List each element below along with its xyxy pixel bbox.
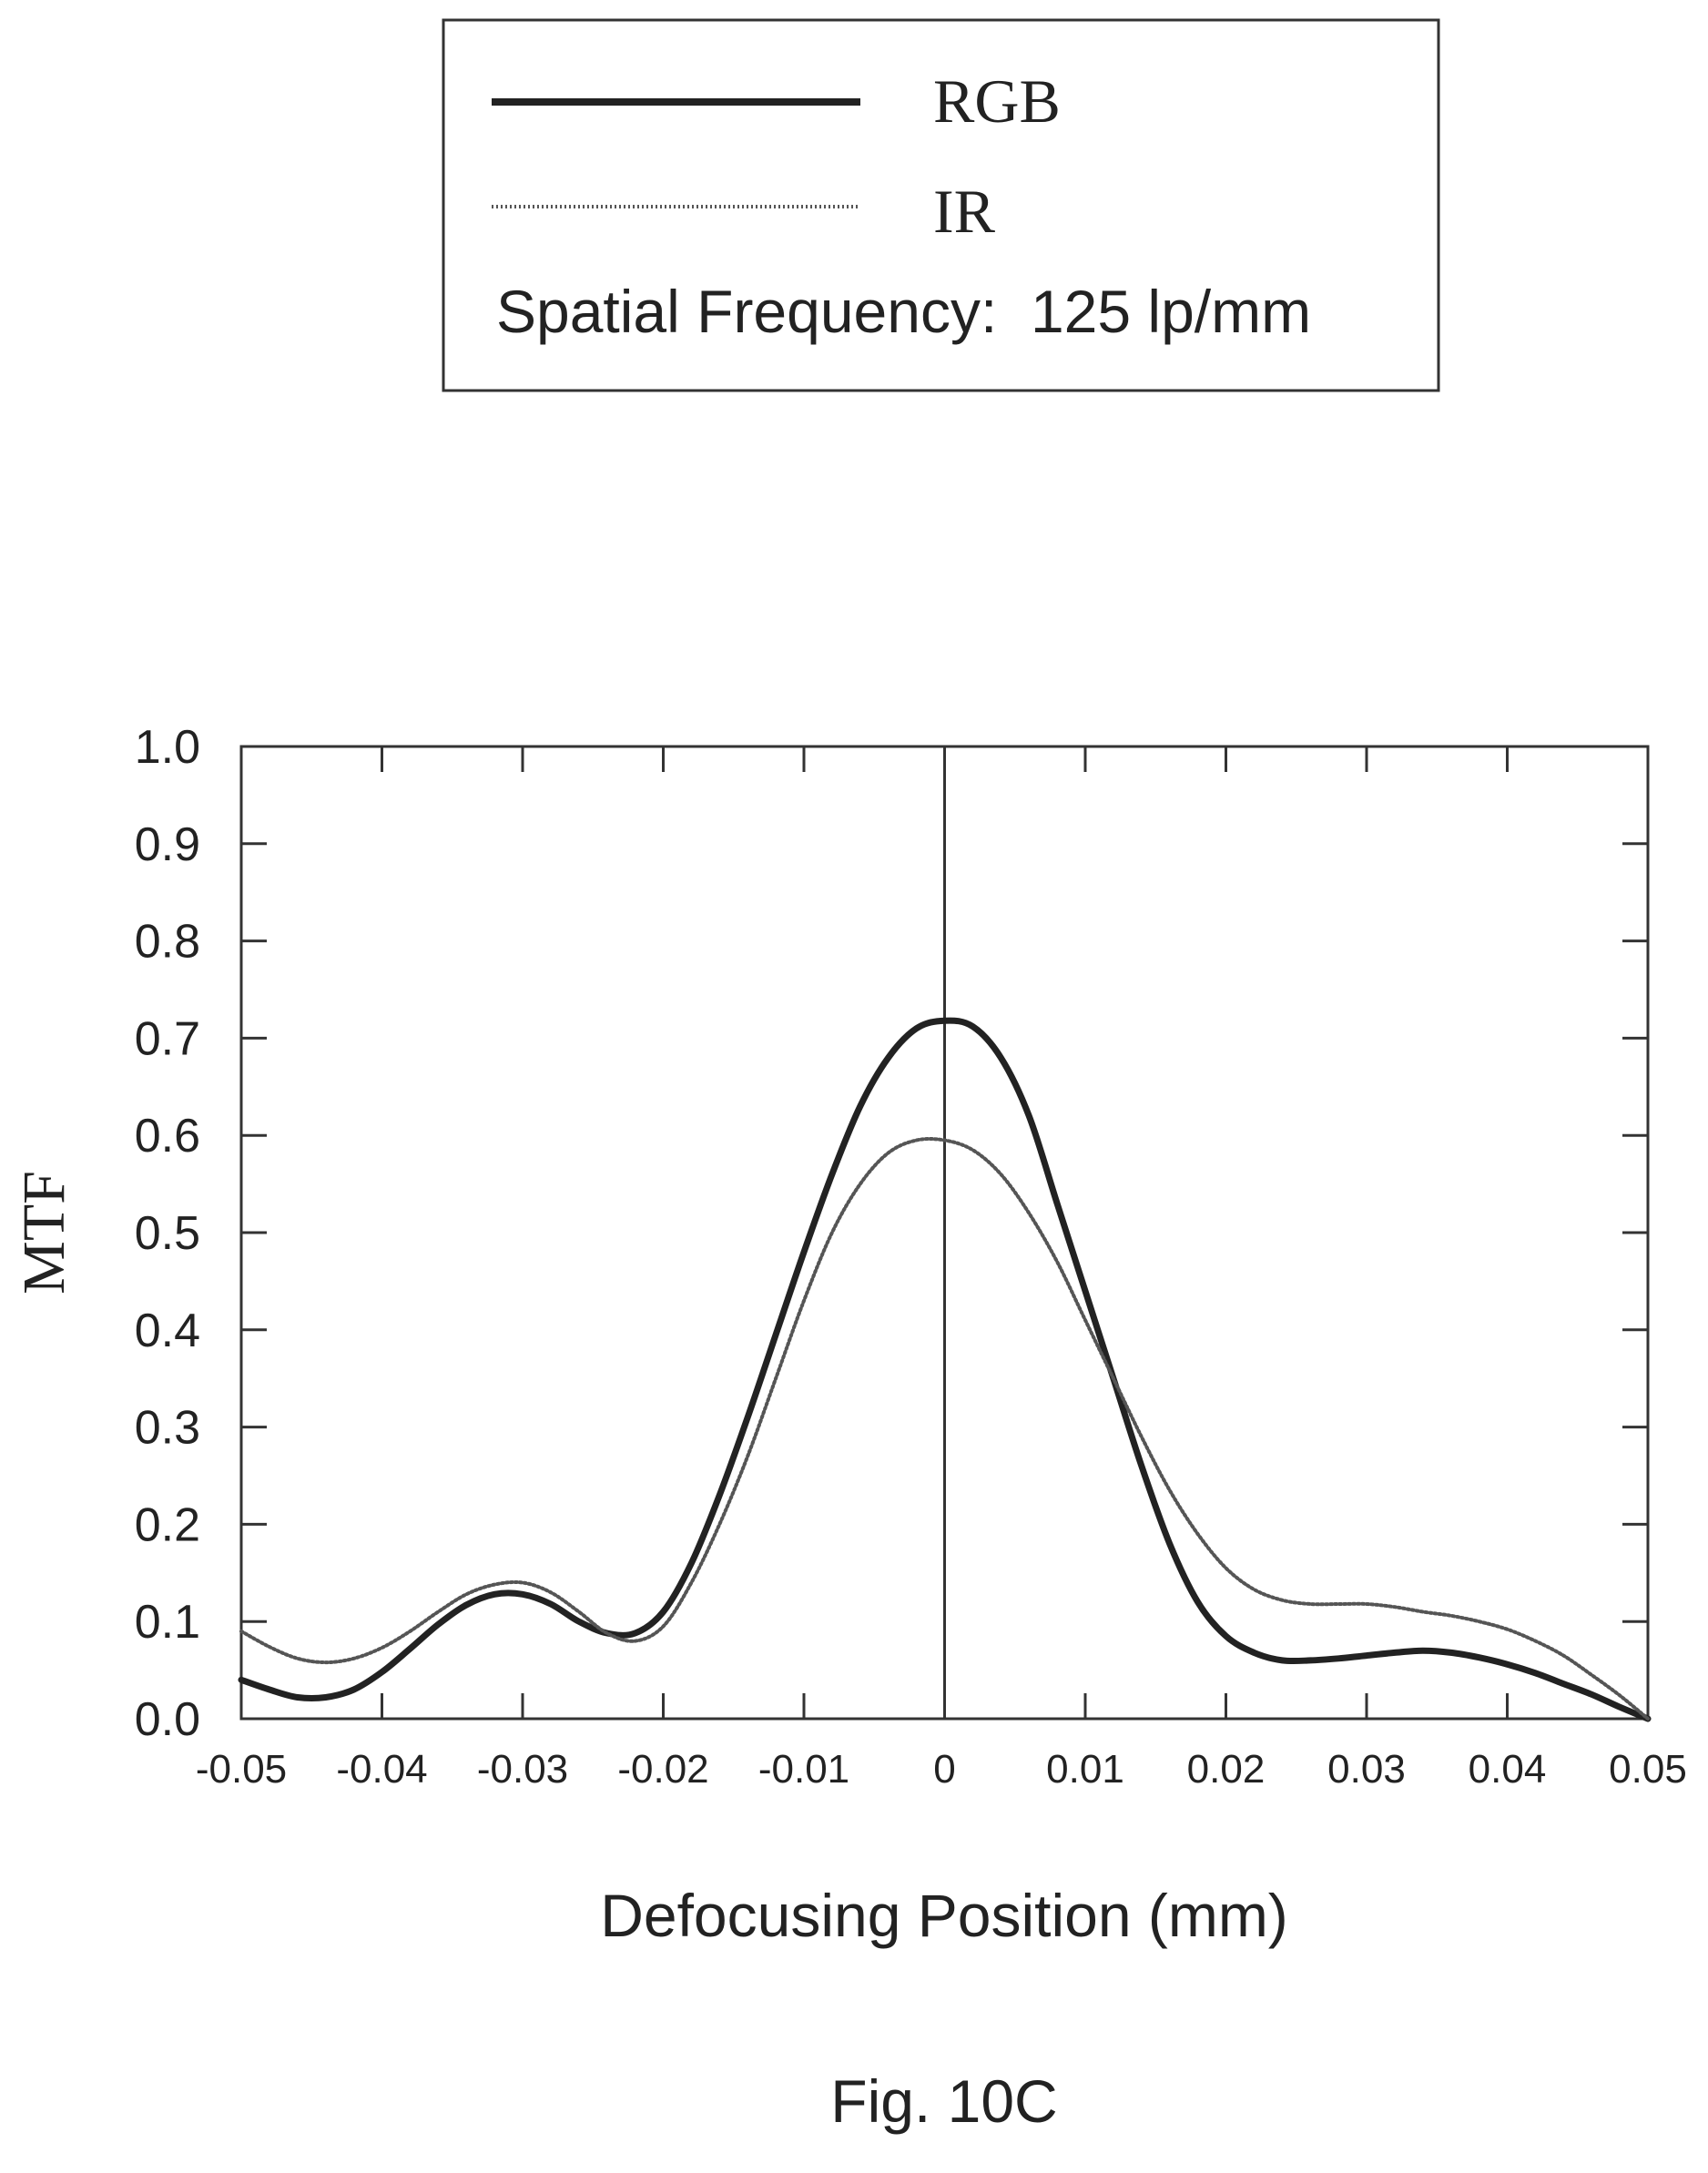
y-tick-label: 0.7 (135, 1012, 200, 1065)
y-tick-label: 0.6 (135, 1110, 200, 1163)
x-tick-labels: -0.05 -0.04 -0.03 -0.02 -0.01 0 0.01 0.02 0.03 0.… (196, 1747, 1687, 1792)
y-tick-label: 0.2 (135, 1498, 200, 1551)
series-line-ir (239, 1137, 1650, 1721)
x-axis-title: Defocusing Position (mm) (600, 1882, 1288, 1949)
x-tick-label: 0.01 (1046, 1747, 1124, 1792)
y-tick-label: 0.5 (135, 1207, 200, 1260)
y-tick-label: 0.4 (135, 1305, 200, 1357)
y-axis-title: MTF (11, 1171, 77, 1295)
legend: RGB IR Spatial Frequency: 125 lp/mm (442, 18, 1440, 392)
y-tick-label: 0.3 (135, 1402, 200, 1455)
x-tick-label: 0.04 (1469, 1747, 1547, 1792)
x-tick-label: -0.03 (477, 1747, 568, 1792)
legend-label-ir: IR (933, 177, 996, 246)
y-tick-labels: 0.0 0.1 0.2 0.3 0.4 0.5 0.6 0.7 0.8 0.9 1.0 (135, 721, 200, 1746)
x-tick-label: 0.05 (1609, 1747, 1687, 1792)
plot-area (238, 745, 1652, 1722)
x-tick-label: -0.04 (336, 1747, 427, 1792)
legend-label-rgb: RGB (933, 66, 1061, 136)
x-tick-label: -0.01 (758, 1747, 849, 1792)
x-tick-label: 0 (933, 1747, 955, 1792)
series-lines (238, 1017, 1652, 1722)
y-ticks (241, 842, 1648, 1623)
y-tick-label: 0.0 (135, 1693, 200, 1746)
legend-note-spatial-frequency: Spatial Frequency: 125 lp/mm (496, 278, 1311, 345)
y-tick-label: 1.0 (135, 721, 200, 774)
y-tick-label: 0.8 (135, 916, 200, 969)
series-line-rgb (238, 1017, 1652, 1722)
y-tick-label: 0.1 (135, 1596, 200, 1649)
x-tick-label: -0.02 (617, 1747, 708, 1792)
y-tick-label: 0.9 (135, 818, 200, 871)
figure-caption: Fig. 10C (830, 2067, 1057, 2135)
legend-box (442, 18, 1440, 392)
x-ticks (381, 746, 1509, 1719)
x-tick-label: 0.02 (1187, 1747, 1266, 1792)
x-tick-label: -0.05 (196, 1747, 287, 1792)
x-tick-label: 0.03 (1327, 1747, 1406, 1792)
